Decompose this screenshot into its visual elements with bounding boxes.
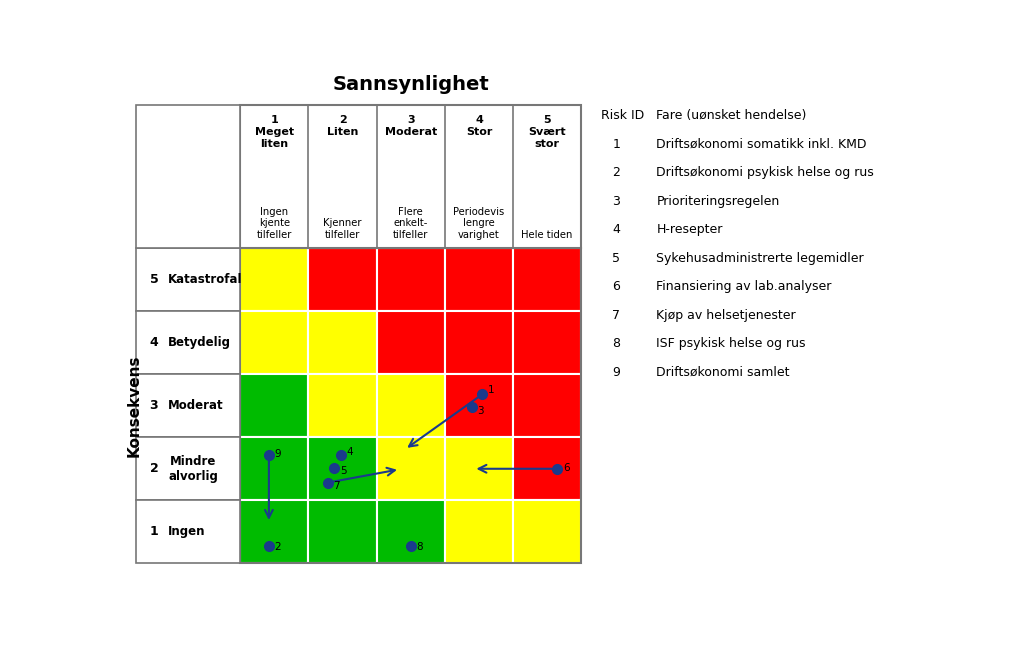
Text: 1: 1 — [488, 386, 494, 396]
Text: 7: 7 — [612, 308, 620, 322]
Text: 4: 4 — [347, 448, 353, 458]
Text: Kjøp av helsetjenester: Kjøp av helsetjenester — [657, 308, 796, 322]
Text: 2: 2 — [612, 166, 620, 179]
Text: 6: 6 — [612, 280, 620, 293]
Text: 9: 9 — [274, 449, 281, 459]
Bar — [514, 248, 581, 311]
Bar — [240, 248, 309, 311]
Text: Finansiering av lab.analyser: Finansiering av lab.analyser — [657, 280, 832, 293]
Bar — [309, 311, 376, 374]
Text: Moderat: Moderat — [168, 399, 224, 412]
Bar — [376, 311, 445, 374]
Bar — [136, 248, 240, 311]
Bar — [309, 437, 376, 500]
Bar — [136, 311, 240, 374]
Bar — [376, 374, 445, 437]
Text: Sykehusadministrerte legemidler: Sykehusadministrerte legemidler — [657, 252, 864, 264]
Text: Konsekvens: Konsekvens — [127, 354, 141, 457]
Bar — [445, 374, 514, 437]
Bar — [240, 500, 309, 563]
Text: ISF psykisk helse og rus: ISF psykisk helse og rus — [657, 337, 806, 350]
Text: 4: 4 — [149, 336, 159, 349]
Text: 9: 9 — [612, 366, 620, 378]
Text: Fare (uønsket hendelse): Fare (uønsket hendelse) — [657, 109, 807, 122]
Text: Hele tiden: Hele tiden — [522, 230, 573, 240]
Bar — [240, 311, 309, 374]
Text: H-resepter: H-resepter — [657, 223, 723, 236]
Text: 5: 5 — [149, 273, 159, 286]
Text: 5: 5 — [340, 466, 347, 476]
Text: Katastrofal: Katastrofal — [168, 273, 242, 286]
Bar — [136, 105, 240, 248]
Bar — [376, 248, 445, 311]
Bar — [309, 500, 376, 563]
Text: 3
Moderat: 3 Moderat — [385, 115, 437, 137]
Bar — [376, 437, 445, 500]
Bar — [136, 437, 240, 500]
Bar — [514, 311, 581, 374]
Bar — [240, 248, 581, 563]
Text: Flere
enkelt-
tilfeller: Flere enkelt- tilfeller — [393, 207, 429, 240]
Text: 2: 2 — [149, 462, 159, 476]
Text: 3: 3 — [149, 399, 159, 412]
Text: 2: 2 — [274, 542, 281, 552]
Text: 1
Meget
liten: 1 Meget liten — [255, 115, 294, 149]
Text: Driftsøkonomi somatikk inkl. KMD: Driftsøkonomi somatikk inkl. KMD — [657, 138, 866, 151]
Bar — [445, 437, 514, 500]
Bar — [445, 248, 514, 311]
Text: Kjenner
tilfeller: Kjenner tilfeller — [323, 218, 362, 240]
Bar — [514, 500, 581, 563]
Text: 4: 4 — [612, 223, 620, 236]
Text: Ingen: Ingen — [168, 525, 206, 538]
Text: 5: 5 — [612, 252, 620, 264]
Text: Sannsynlighet: Sannsynlighet — [332, 75, 489, 94]
Text: 5
Svært
stor: 5 Svært stor — [528, 115, 566, 149]
Bar — [445, 311, 514, 374]
Text: 3: 3 — [612, 194, 620, 208]
Bar — [240, 105, 581, 248]
Bar — [514, 437, 581, 500]
Text: Mindre
alvorlig: Mindre alvorlig — [168, 455, 218, 483]
Text: Driftsøkonomi psykisk helse og rus: Driftsøkonomi psykisk helse og rus — [657, 166, 875, 179]
Bar — [514, 374, 581, 437]
Text: Prioriteringsregelen: Prioriteringsregelen — [657, 194, 780, 208]
Bar — [240, 374, 309, 437]
Text: Driftsøkonomi samlet: Driftsøkonomi samlet — [657, 366, 790, 378]
Bar — [136, 500, 240, 563]
Bar — [309, 374, 376, 437]
Text: Periodevis
lengre
varighet: Periodevis lengre varighet — [453, 207, 504, 240]
Text: 1: 1 — [149, 525, 159, 538]
Bar — [445, 500, 514, 563]
Text: Betydelig: Betydelig — [168, 336, 231, 349]
Bar — [376, 500, 445, 563]
Text: 6: 6 — [563, 462, 570, 472]
Text: 1: 1 — [612, 138, 620, 151]
Bar — [240, 437, 309, 500]
Text: Risk ID: Risk ID — [601, 109, 643, 122]
Text: 8: 8 — [612, 337, 620, 350]
Bar — [309, 248, 376, 311]
Text: 2
Liten: 2 Liten — [327, 115, 358, 137]
Bar — [136, 374, 240, 437]
Text: 3: 3 — [478, 406, 484, 416]
Text: 4
Stor: 4 Stor — [465, 115, 492, 137]
Text: Ingen
kjente
tilfeller: Ingen kjente tilfeller — [257, 207, 292, 240]
Text: 7: 7 — [333, 482, 340, 492]
Text: 8: 8 — [416, 542, 422, 552]
